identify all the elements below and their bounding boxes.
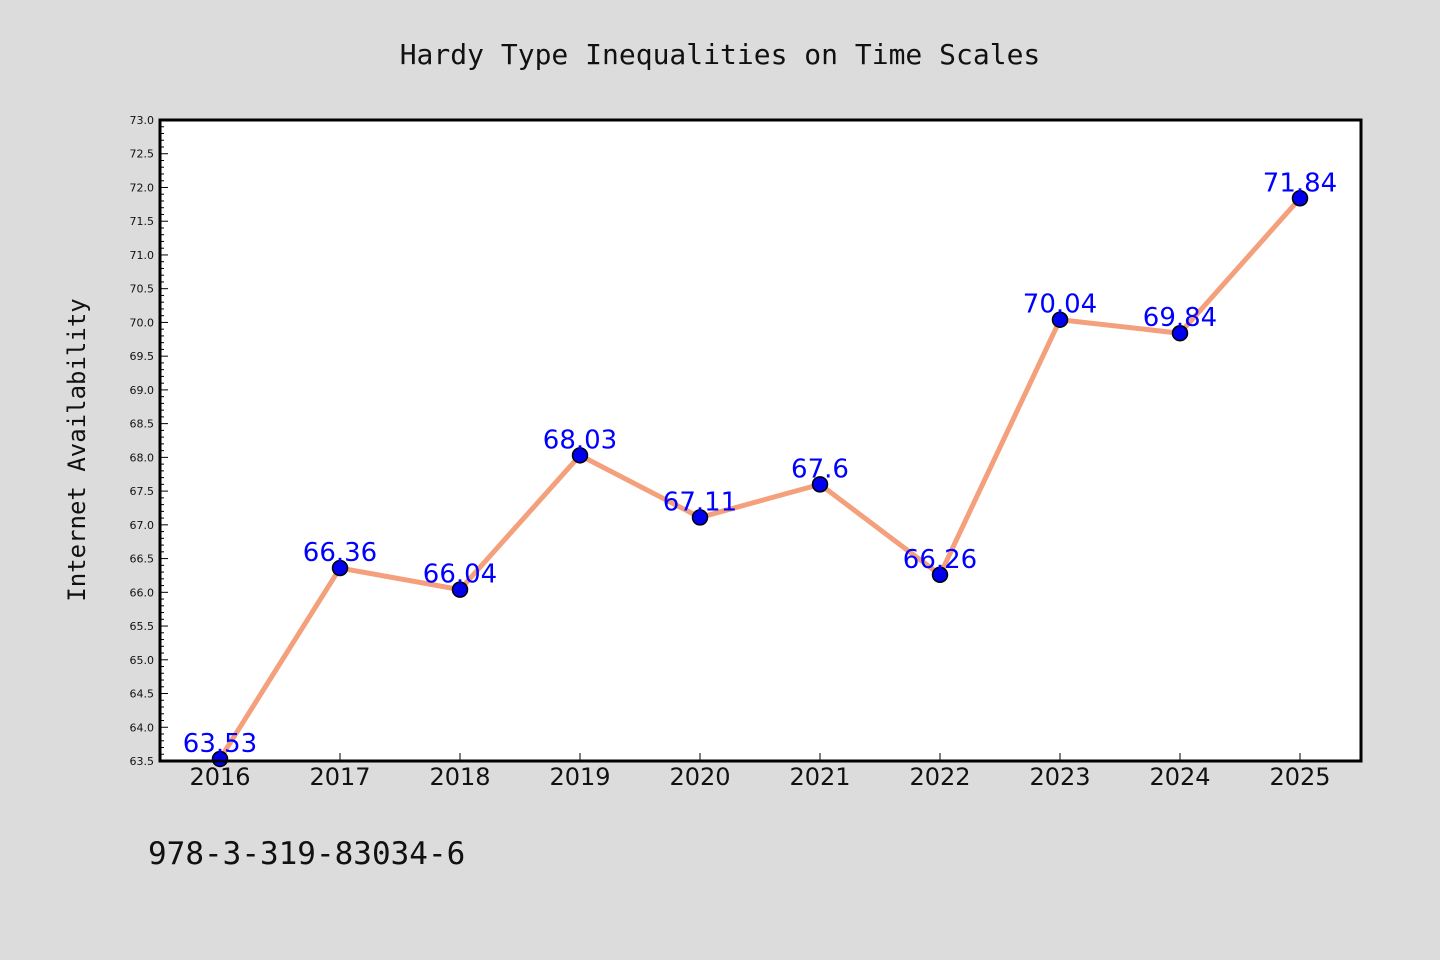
y-tick-label: 63.5 [130,755,155,768]
y-tick-label: 70.0 [130,316,155,329]
data-point [1171,324,1189,342]
data-label: 67.11 [663,487,737,517]
y-tick-label: 67.5 [130,485,155,498]
y-tick-label: 64.5 [130,688,155,701]
data-label: 70.04 [1023,290,1097,320]
y-tick-label: 65.5 [130,620,155,633]
chart-title: Hardy Type Inequalities on Time Scales [400,38,1041,71]
data-point [1051,311,1069,328]
y-axis-ticks: 63.5 64.0 64.5 65.0 65.5 66.0 66.5 67.0 67.5 68.0… [130,114,168,768]
x-tick-label: 2021 [789,763,850,791]
x-axis-ticks: 2016 2017 2018 2019 2020 2021 2022 2023 2024 2025 [189,753,1331,791]
data-point [571,447,589,464]
data-point [691,509,709,526]
data-point [1291,190,1309,207]
data-point [811,476,829,493]
y-tick-label: 66.0 [130,586,155,599]
plot-frame [158,118,1363,763]
y-tick-label: 73.0 [130,114,155,127]
data-point [331,559,349,577]
data-label: 69.84 [1143,303,1217,333]
x-tick-label: 2017 [309,763,370,791]
x-tick-label: 2025 [1269,763,1330,791]
y-tick-label: 65.0 [130,654,155,667]
data-label: 66.26 [903,545,977,575]
x-tick-label: 2023 [1029,763,1090,791]
data-label: 68.03 [543,425,617,455]
x-tick-label: 2016 [189,763,250,791]
data-point [931,566,949,584]
data-point [451,581,469,598]
series-line [217,196,1302,761]
x-tick-label: 2018 [429,763,490,791]
data-label: 63.53 [183,729,257,759]
y-tick-label: 70.5 [130,283,155,296]
data-label: 71.84 [1263,168,1337,198]
y-tick-label: 72.0 [130,181,155,194]
x-tick-label: 2022 [909,763,970,791]
y-axis-label: Internet Availability [63,298,91,601]
y-tick-label: 71.5 [130,215,155,228]
y-tick-label: 68.0 [130,451,155,464]
y-tick-label: 71.0 [130,249,155,262]
data-point [211,750,229,768]
x-tick-label: 2019 [549,763,610,791]
y-tick-label: 68.5 [130,418,155,431]
y-tick-label: 69.5 [130,350,155,363]
y-tick-label: 64.0 [130,721,155,734]
isbn-code: 978-3-319-83034-6 [148,836,465,872]
x-tick-label: 2020 [669,763,730,791]
plot-area [160,120,1361,761]
data-points [211,190,1309,768]
x-tick-label: 2024 [1149,763,1210,791]
data-label: 67.6 [791,454,849,484]
data-label: 66.36 [303,538,377,568]
y-tick-label: 72.5 [130,148,155,161]
data-label: 66.04 [423,560,497,590]
y-tick-label: 69.0 [130,384,155,397]
y-tick-label: 66.5 [130,553,155,566]
data-labels: 63.53 66.36 66.04 68.03 67.11 67.6 66.26 70.04 6… [183,168,1337,759]
y-tick-label: 67.0 [130,519,155,532]
